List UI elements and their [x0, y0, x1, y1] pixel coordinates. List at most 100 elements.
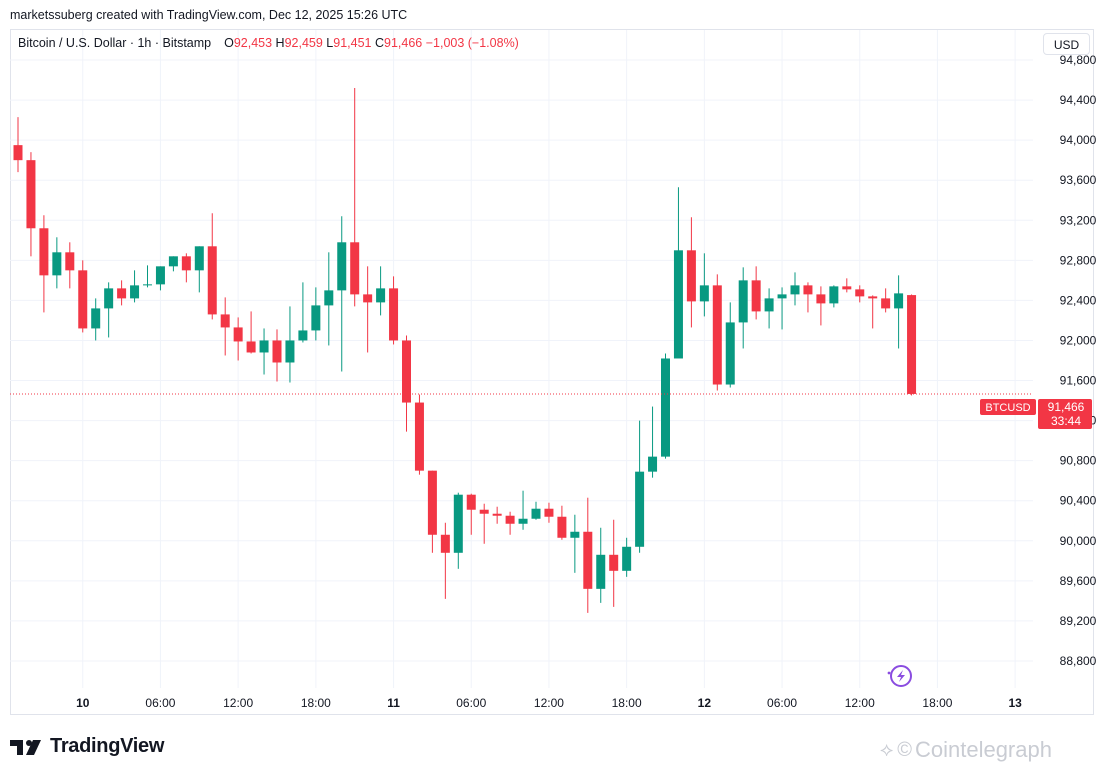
candle[interactable] — [790, 272, 800, 306]
symbol-tag-bg — [980, 399, 1036, 415]
candle[interactable] — [492, 506, 502, 524]
candle[interactable] — [881, 288, 891, 313]
candle[interactable] — [194, 246, 204, 293]
candle-body — [557, 516, 567, 538]
candle-body — [622, 546, 632, 571]
candle[interactable] — [220, 297, 230, 356]
candle-body — [104, 288, 114, 309]
candle[interactable] — [816, 286, 826, 326]
candle[interactable] — [842, 278, 852, 293]
candle[interactable] — [376, 266, 386, 316]
tradingview-logo[interactable]: TradingView — [10, 735, 164, 758]
candle-body — [91, 308, 101, 329]
candle[interactable] — [130, 270, 140, 303]
candle[interactable] — [803, 282, 813, 313]
candle[interactable] — [829, 285, 839, 308]
candle-body — [285, 340, 295, 363]
y-tick-label: 91,600 — [1060, 374, 1097, 388]
candle-body — [894, 293, 904, 309]
candle-body — [648, 456, 658, 472]
candle[interactable] — [168, 256, 178, 272]
candle[interactable] — [311, 287, 321, 341]
candle[interactable] — [181, 253, 191, 283]
candle[interactable] — [466, 493, 476, 535]
candle[interactable] — [453, 492, 463, 569]
candle[interactable] — [505, 511, 515, 535]
candle[interactable] — [855, 285, 865, 303]
candle[interactable] — [868, 295, 878, 329]
candle-body — [725, 322, 735, 385]
candle[interactable] — [233, 317, 243, 361]
candle[interactable] — [259, 328, 269, 375]
candle[interactable] — [402, 335, 411, 432]
candle[interactable] — [39, 215, 49, 313]
candle-body — [311, 305, 321, 331]
candle[interactable] — [751, 266, 761, 320]
candle[interactable] — [155, 266, 165, 291]
candle-body — [207, 246, 217, 315]
candle[interactable] — [104, 282, 114, 338]
candle[interactable] — [648, 406, 658, 478]
tradingview-wordmark: TradingView — [50, 735, 165, 757]
candle[interactable] — [725, 302, 735, 388]
candle[interactable] — [907, 294, 917, 396]
candle[interactable] — [699, 253, 709, 317]
candle[interactable] — [272, 329, 282, 382]
candle[interactable] — [635, 420, 645, 553]
candle[interactable] — [78, 260, 88, 333]
candle[interactable] — [777, 287, 787, 330]
candle-body — [65, 252, 75, 271]
candle[interactable] — [52, 237, 62, 289]
candle[interactable] — [350, 88, 360, 307]
candle[interactable] — [661, 353, 670, 459]
candle[interactable] — [596, 527, 606, 603]
candle-body — [220, 314, 230, 328]
candle[interactable] — [143, 265, 152, 288]
candle[interactable] — [557, 505, 567, 540]
candle[interactable] — [440, 522, 450, 599]
candle[interactable] — [673, 187, 683, 359]
candle[interactable] — [285, 306, 295, 383]
candle[interactable] — [13, 117, 23, 173]
candle[interactable] — [570, 514, 580, 573]
candle[interactable] — [337, 216, 347, 372]
lightning-badge-icon[interactable] — [887, 665, 912, 687]
candle[interactable] — [518, 490, 528, 530]
candle-body — [324, 290, 334, 306]
candle[interactable] — [298, 282, 308, 343]
candle[interactable] — [686, 217, 696, 328]
candle[interactable] — [609, 519, 619, 607]
candle[interactable] — [622, 537, 632, 577]
candle[interactable] — [324, 252, 334, 346]
candle[interactable] — [738, 267, 748, 349]
candle-body — [389, 288, 399, 341]
candle[interactable] — [207, 213, 217, 320]
candle[interactable] — [531, 501, 541, 520]
currency-button[interactable]: USD — [1043, 33, 1090, 55]
candle[interactable] — [712, 274, 722, 391]
candle[interactable] — [427, 470, 437, 553]
candle[interactable] — [117, 280, 127, 306]
candle-body — [52, 252, 62, 276]
candle[interactable] — [389, 276, 399, 345]
candle-body — [259, 340, 269, 353]
candle[interactable] — [414, 394, 424, 475]
cointelegraph-icon: ⟡ — [880, 738, 894, 761]
candle-body — [155, 266, 165, 285]
candle[interactable] — [479, 503, 489, 544]
candle-body — [143, 284, 152, 286]
candle[interactable] — [764, 288, 774, 329]
candle[interactable] — [91, 298, 101, 341]
candle[interactable] — [363, 266, 373, 353]
y-tick-label: 94,800 — [1060, 53, 1097, 67]
candle[interactable] — [246, 311, 256, 354]
candle-body — [246, 341, 256, 353]
candle[interactable] — [544, 502, 554, 523]
candle[interactable] — [65, 242, 75, 289]
candle[interactable] — [583, 497, 593, 613]
y-tick-label: 90,000 — [1060, 534, 1097, 548]
candle[interactable] — [26, 152, 36, 257]
candle[interactable] — [894, 275, 904, 349]
chart-frame — [10, 29, 1094, 715]
